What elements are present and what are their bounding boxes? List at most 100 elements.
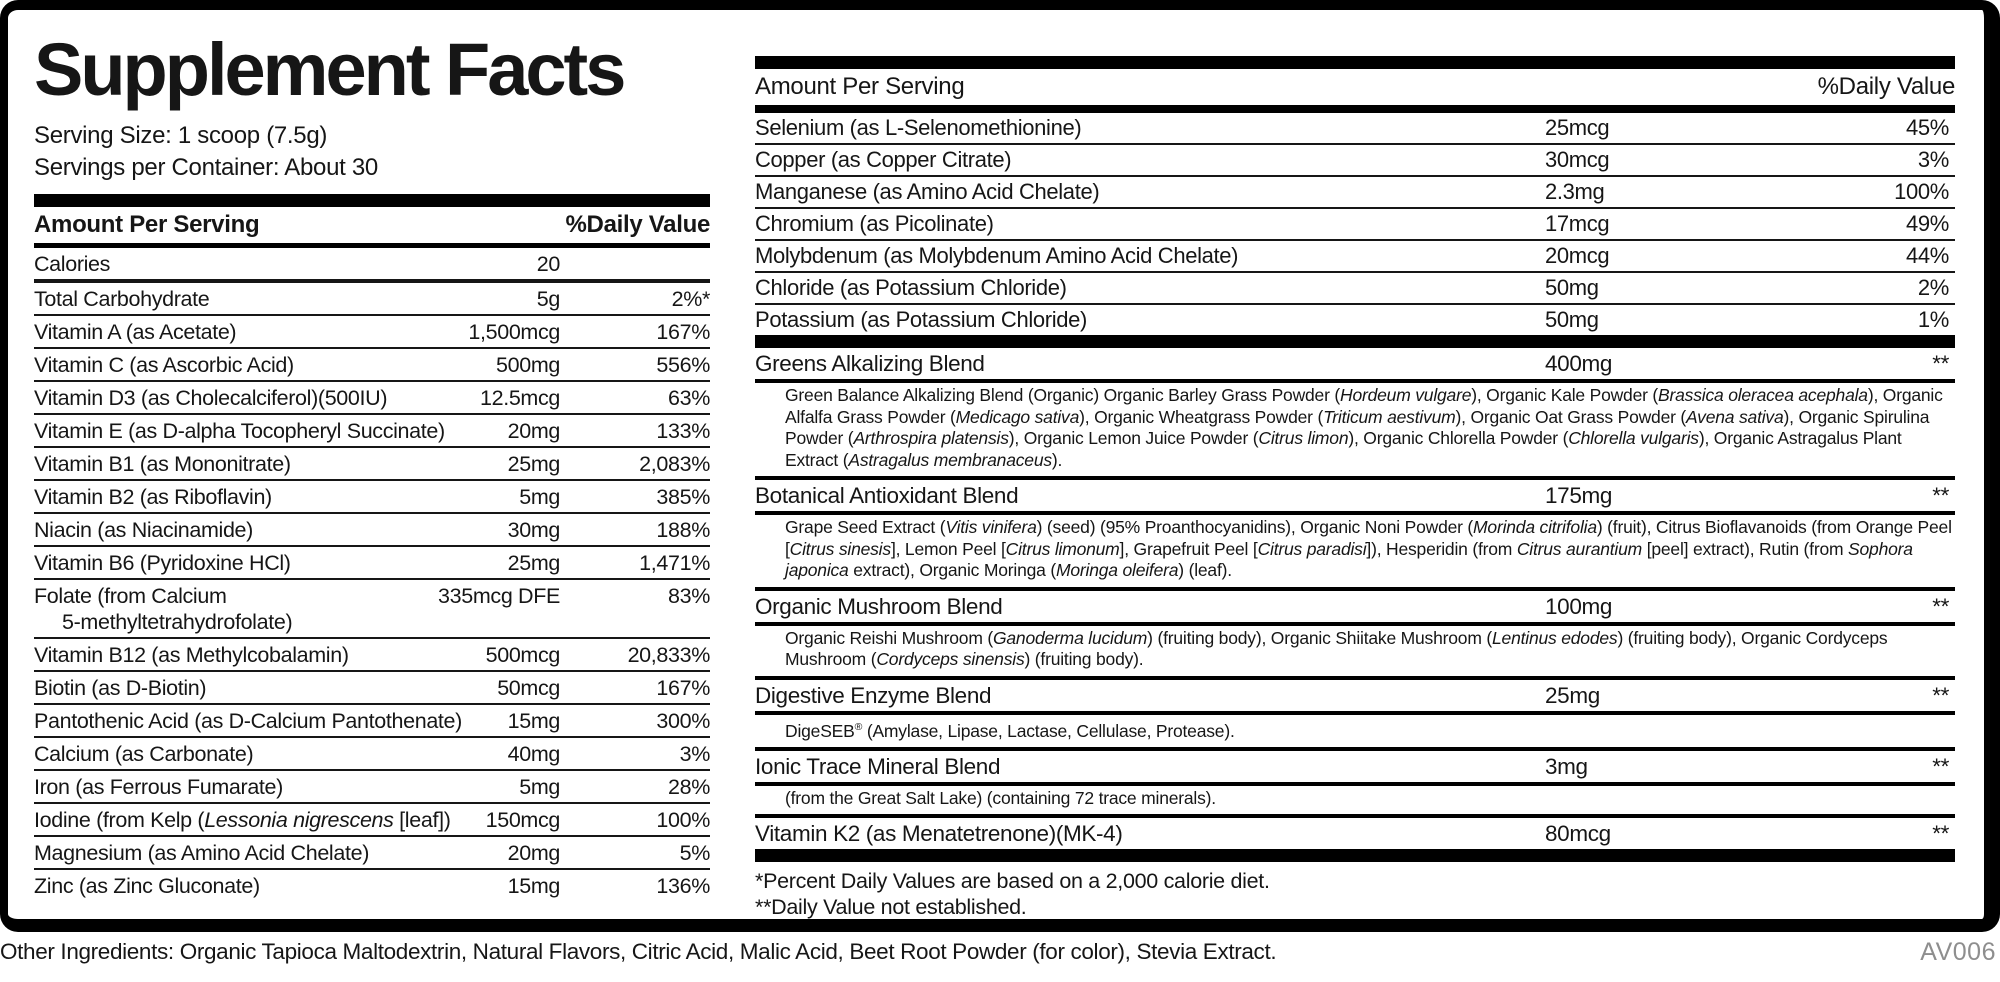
- nutrient-amount: 20: [536, 251, 561, 276]
- nutrient-daily-value: 83%: [668, 583, 710, 608]
- nutrient-row: Vitamin B6 (Pyridoxine HCl) 25mg 1,471%: [34, 545, 710, 578]
- blend-row: Vitamin K2 (as Menatetrenone)(MK-4) 80mcg…: [755, 818, 1955, 849]
- nutrient-name: Ionic Trace Mineral Blend: [755, 753, 1001, 779]
- nutrient-name: Vitamin K2 (as Menatetrenone)(MK-4): [755, 821, 1123, 847]
- nutrient-amount: 25mg: [1545, 682, 1600, 708]
- nutrient-amount: 12.5mcg: [479, 385, 560, 410]
- divider-blend: [755, 675, 1955, 680]
- divider-medium: [755, 105, 1955, 113]
- nutrient-row: Iodine (from Kelp (Lessonia nigrescens […: [34, 802, 710, 835]
- divider-blend: [755, 511, 1955, 515]
- nutrient-name: Greens Alkalizing Blend: [755, 351, 985, 376]
- nutrient-amount: 20mg: [507, 418, 561, 443]
- nutrient-daily-value: 167%: [656, 675, 710, 700]
- nutrient-row: Manganese (as Amino Acid Chelate) 2.3mg 10…: [755, 175, 1955, 207]
- nutrient-name: Digestive Enzyme Blend: [755, 682, 992, 708]
- footnote: *Percent Daily Values are based on a 2,0…: [755, 869, 1270, 894]
- nutrient-amount: 1,500mcg: [468, 319, 560, 344]
- nutrient-name: Folate (from Calcium 5-methyltetrahydrofo…: [34, 583, 710, 635]
- nutrient-daily-value: **: [1932, 753, 1949, 779]
- bottom-strip: Other Ingredients: Organic Tapioca Malto…: [0, 938, 2000, 966]
- column-header-daily-value: %Daily Value: [565, 211, 711, 238]
- blend-description: (from the Great Salt Lake) (containing 7…: [785, 787, 1216, 808]
- divider-blend: [755, 710, 1955, 715]
- table-header-right: Amount Per Serving %Daily Value: [755, 69, 1955, 105]
- divider-blend: [755, 746, 1955, 751]
- nutrient-amount: 335mcg DFE: [438, 583, 560, 608]
- nutrient-daily-value: 45%: [1906, 115, 1949, 140]
- nutrient-row: Magnesium (as Amino Acid Chelate) 20mg 5%: [34, 835, 710, 868]
- nutrient-name: Chromium (as Picolinate): [755, 211, 994, 236]
- nutrient-row: Zinc (as Zinc Gluconate) 15mg 136%: [34, 868, 710, 901]
- serving-size: Serving Size: 1 scoop (7.5g): [34, 122, 328, 149]
- nutrient-daily-value: 100%: [656, 807, 710, 832]
- nutrient-name: Molybdenum (as Molybdenum Amino Acid Che…: [755, 243, 1239, 268]
- nutrient-amount: 5g: [536, 286, 561, 311]
- nutrient-name: Vitamin B2 (as Riboflavin): [34, 484, 272, 509]
- nutrient-daily-value: **: [1932, 821, 1949, 847]
- nutrient-name: Botanical Antioxidant Blend: [755, 483, 1019, 508]
- nutrient-row: Vitamin B12 (as Methylcobalamin) 500mcg 20…: [34, 637, 710, 670]
- nutrient-row: Niacin (as Niacinamide) 30mg 188%: [34, 512, 710, 545]
- nutrient-amount: 2.3mg: [1545, 179, 1605, 204]
- nutrient-daily-value: 300%: [656, 708, 710, 733]
- nutrient-amount: 15mg: [507, 873, 561, 898]
- divider-blend: [755, 379, 1955, 383]
- nutrient-name: Biotin (as D-Biotin): [34, 675, 207, 700]
- blend-description: DigeSEB® (Amylase, Lipase, Lactase, Cell…: [785, 720, 1235, 741]
- nutrient-daily-value: 2%*: [671, 286, 711, 311]
- nutrient-name: Copper (as Copper Citrate): [755, 147, 1012, 172]
- nutrient-amount: 80mcg: [1545, 821, 1611, 847]
- nutrient-daily-value: 44%: [1906, 243, 1949, 268]
- nutrient-amount: 20mcg: [1545, 243, 1610, 268]
- nutrient-amount: 500mcg: [485, 642, 561, 667]
- column-header-amount: Amount Per Serving: [34, 211, 260, 238]
- nutrient-daily-value: **: [1932, 483, 1949, 508]
- divider-thick: [755, 56, 1955, 69]
- nutrient-daily-value: 556%: [656, 352, 710, 377]
- nutrient-name: Niacin (as Niacinamide): [34, 517, 253, 542]
- blend-description: Green Balance Alkalizing Blend (Organic)…: [785, 385, 1943, 470]
- nutrient-amount: 30mcg: [1545, 147, 1610, 172]
- footnote: **Daily Value not established.: [755, 895, 1027, 920]
- blends-section: Greens Alkalizing Blend 400mg ** Green Bala…: [755, 348, 1955, 849]
- nutrient-row: Calories 20: [34, 248, 710, 279]
- nutrient-amount: 400mg: [1545, 351, 1613, 376]
- nutrient-name: Calories: [34, 251, 111, 276]
- nutrient-row: Selenium (as L-Selenomethionine) 25mcg 45%: [755, 113, 1955, 143]
- blend-row: Digestive Enzyme Blend 25mg **: [755, 680, 1955, 711]
- divider-blend: [755, 586, 1955, 591]
- nutrient-amount: 20mg: [507, 840, 561, 865]
- nutrient-name: Organic Mushroom Blend: [755, 593, 1003, 619]
- divider-blend: [755, 476, 1955, 480]
- nutrient-row: Copper (as Copper Citrate) 30mcg 3%: [755, 143, 1955, 175]
- nutrient-amount: 3mg: [1545, 753, 1588, 779]
- divider-thick: [34, 194, 710, 207]
- nutrient-daily-value: 136%: [656, 873, 710, 898]
- nutrient-daily-value: 167%: [656, 319, 710, 344]
- nutrient-amount: 175mg: [1545, 483, 1613, 508]
- page-title: Supplement Facts: [34, 28, 626, 111]
- nutrient-daily-value: 20,833%: [627, 642, 711, 667]
- nutrient-amount: 25mg: [507, 550, 561, 575]
- nutrient-name: Iodine (from Kelp (Lessonia nigrescens […: [34, 807, 451, 832]
- nutrient-name: Potassium (as Potassium Chloride): [755, 307, 1088, 332]
- nutrient-daily-value: 3%: [1917, 147, 1949, 172]
- divider-blend: [755, 781, 1955, 786]
- nutrient-daily-value: 385%: [656, 484, 710, 509]
- column-header-daily-value: %Daily Value: [1817, 73, 1956, 100]
- nutrient-name: Zinc (as Zinc Gluconate): [34, 873, 260, 898]
- blend-description: Organic Reishi Mushroom (Ganoderma lucid…: [785, 627, 1888, 670]
- nutrient-row: Vitamin B1 (as Mononitrate) 25mg 2,083%: [34, 446, 710, 479]
- nutrient-name: Manganese (as Amino Acid Chelate): [755, 179, 1100, 204]
- nutrient-name-line2: 5-methyltetrahydrofolate): [62, 609, 293, 634]
- product-code: AV006: [1920, 938, 1996, 966]
- nutrient-row: Iron (as Ferrous Fumarate) 5mg 28%: [34, 769, 710, 802]
- right-column: Amount Per Serving %Daily Value Selenium…: [755, 56, 1955, 920]
- nutrient-daily-value: **: [1932, 351, 1949, 376]
- nutrient-daily-value: 5%: [679, 840, 711, 865]
- divider-thick: [755, 849, 1955, 863]
- nutrient-name: Iron (as Ferrous Fumarate): [34, 774, 283, 799]
- nutrient-amount: 15mg: [507, 708, 561, 733]
- nutrient-daily-value: 1,471%: [639, 550, 710, 575]
